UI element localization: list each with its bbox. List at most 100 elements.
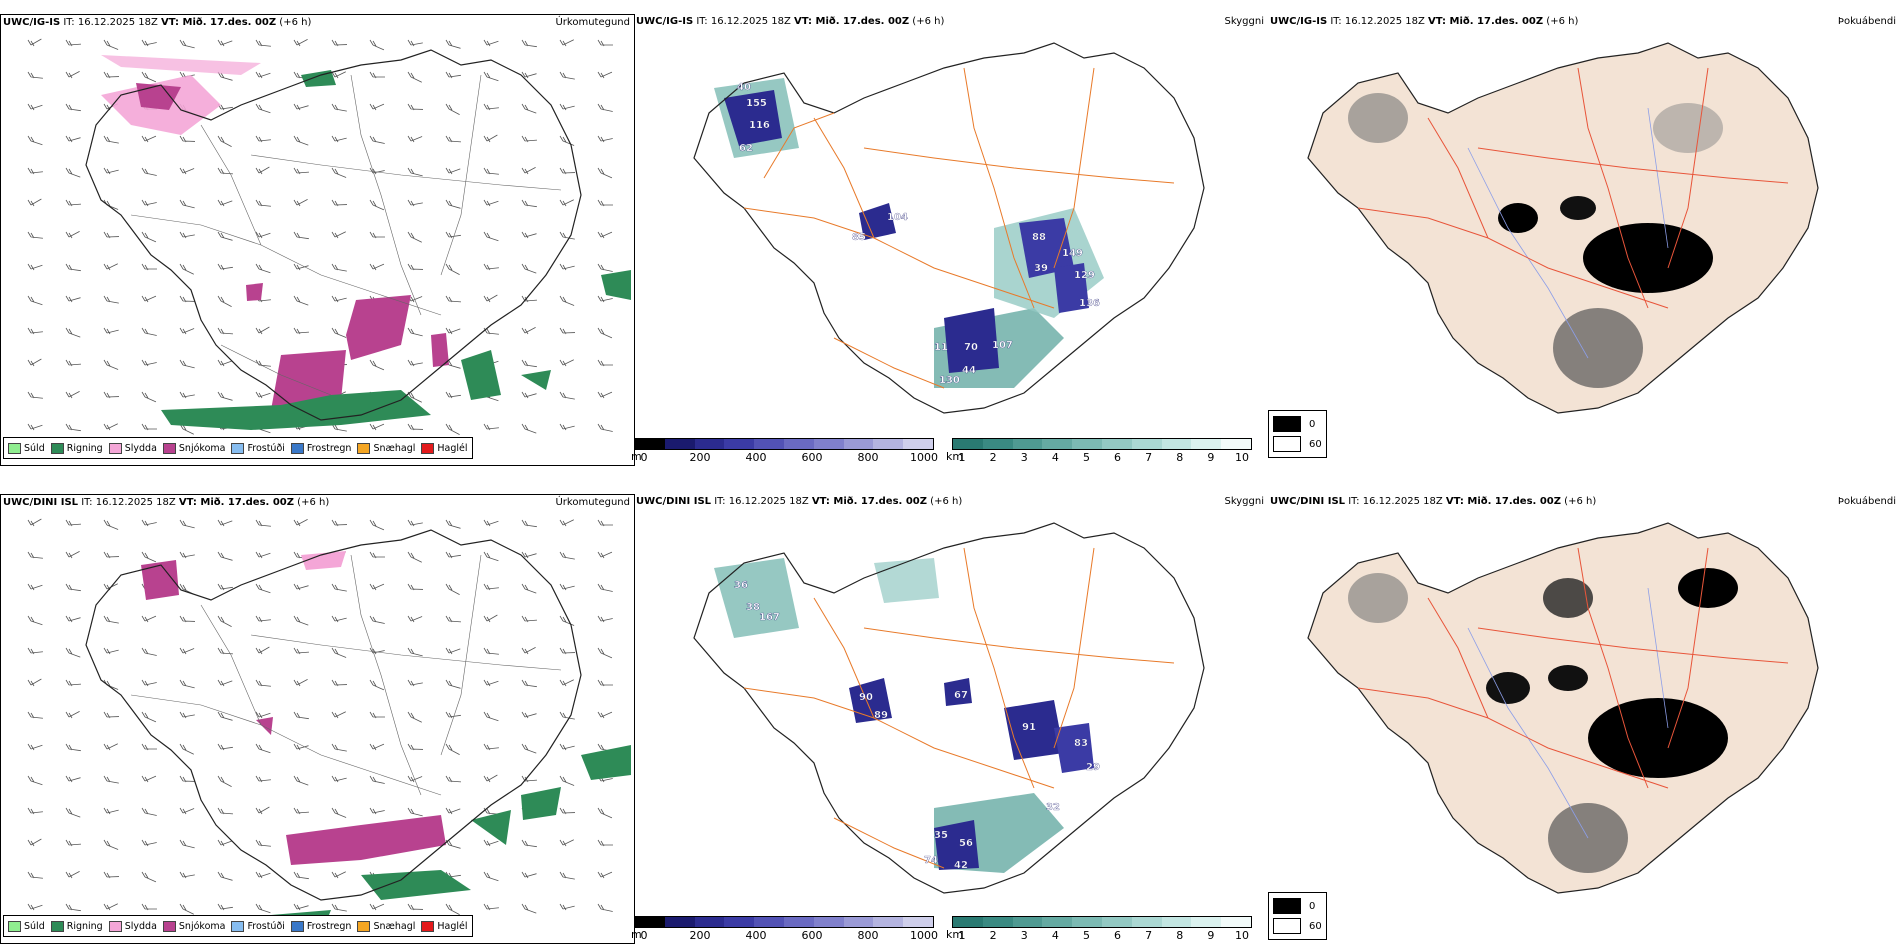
wind-barb (521, 583, 537, 594)
wind-barb (65, 423, 81, 432)
colorbar-segment (1221, 439, 1251, 449)
wind-barb (559, 775, 575, 786)
legend-item: Súld (8, 920, 45, 932)
wind-barb (255, 615, 271, 623)
colorbar-segment (1101, 917, 1132, 927)
precip-type-map[interactable] (1, 495, 634, 943)
fog-areas (1348, 568, 1738, 873)
panel-header: UWC/DINI ISL IT: 16.12.2025 18Z VT: Mið.… (1270, 496, 1596, 507)
colorbar-segment (1131, 917, 1162, 927)
wind-barb (179, 39, 195, 49)
wind-barb (217, 199, 233, 207)
wind-barb (445, 263, 460, 275)
wind-barb (65, 839, 81, 847)
wind-barb (445, 743, 460, 755)
wind-barb (445, 583, 460, 595)
wind-barb (27, 871, 43, 879)
colorbar-segment (1042, 917, 1073, 927)
wind-barb (141, 775, 157, 783)
wind-barb (407, 167, 423, 177)
wind-barb (521, 103, 537, 114)
wind-barb (407, 39, 423, 47)
legend-label: Slydda (124, 920, 157, 932)
wind-barb (407, 711, 422, 723)
wind-barb (179, 295, 196, 303)
visibility-colorbar: 1 2 3 4 5 6 7 8 9 10 km (946, 438, 1252, 472)
wind-barb (331, 135, 347, 143)
wind-barb (369, 743, 385, 751)
valid-time: Mið. 17.des. 00Z (812, 16, 910, 27)
wind-barb (559, 199, 574, 207)
wind-barb (407, 359, 423, 367)
wind-barb (179, 167, 195, 175)
init-time: IT: 16.12.2025 18Z (693, 16, 795, 27)
wind-barb (597, 519, 613, 527)
colorbar-tick: 7 (1145, 929, 1153, 942)
wind-barb (483, 134, 498, 143)
wind-barb (407, 775, 423, 783)
colorbar-tick: 1000 (910, 451, 938, 464)
iceland-coastline (85, 529, 582, 901)
legend-label: Frostregn (306, 442, 352, 454)
wind-barb (65, 39, 81, 47)
visibility-areas (714, 558, 1064, 873)
precip-type-map[interactable] (1, 15, 634, 465)
wind-barb (331, 103, 347, 112)
model-name: UWC/IG-IS (1270, 16, 1328, 27)
ceiling-areas (849, 678, 1094, 870)
wind-barb (217, 263, 233, 271)
wind-barb (407, 903, 424, 911)
wind-barb (407, 519, 423, 527)
wind-barb (559, 615, 575, 626)
wind-barb (141, 711, 157, 723)
wind-barb (27, 615, 43, 626)
wind-barb (483, 167, 499, 175)
precip-value-label: 40 (737, 82, 751, 93)
ceiling-unit: m (631, 450, 642, 463)
precip-type-panel: Úrkomutegund UWC/DINI ISL IT: 16.12.2025… (0, 494, 635, 944)
wind-barb (597, 839, 613, 847)
wind-barb (369, 551, 385, 559)
colorbar-tick: 4 (1051, 929, 1059, 942)
precip-value-label: 129 (1074, 270, 1095, 281)
colorbar-segment (1012, 439, 1043, 449)
fog-indicator-map[interactable] (1268, 28, 1900, 428)
wind-barb (217, 39, 233, 47)
colorbar-tick: 5 (1082, 929, 1090, 942)
legend-label: Frostregn (306, 920, 352, 932)
wind-barb (597, 711, 613, 719)
wind-barb (255, 743, 271, 754)
wind-barb (559, 743, 575, 751)
wind-barb (559, 583, 575, 591)
wind-barb (103, 391, 120, 399)
fog-legend-item: 0 (1273, 414, 1322, 434)
wind-barb (407, 551, 422, 563)
wind-barb (141, 615, 157, 623)
wind-barb (483, 327, 499, 335)
wind-barb (331, 743, 347, 752)
wind-barb (521, 71, 537, 79)
wind-barb (445, 775, 461, 783)
colorbar-tick: 2 (989, 451, 997, 464)
wind-barb (369, 615, 385, 624)
wind-barb (103, 711, 120, 719)
wind-barb (65, 615, 81, 623)
colorbar-segment (873, 439, 904, 449)
wind-barb (27, 103, 43, 111)
colorbar-segment (1191, 439, 1222, 449)
wind-barb (331, 647, 347, 658)
wind-barb (559, 167, 576, 175)
wind-barb (559, 711, 575, 720)
wind-barb (445, 839, 461, 849)
wind-barb (559, 903, 575, 911)
wind-barb (597, 359, 613, 367)
model-name: UWC/IG-IS (3, 17, 61, 28)
model-name: UWC/DINI ISL (3, 497, 79, 508)
colorbar-tick: 7 (1145, 451, 1153, 464)
wind-barb (27, 263, 43, 271)
colorbar-segment (1012, 917, 1043, 927)
fog-areas (1348, 93, 1723, 388)
fog-indicator-map[interactable] (1268, 508, 1900, 908)
